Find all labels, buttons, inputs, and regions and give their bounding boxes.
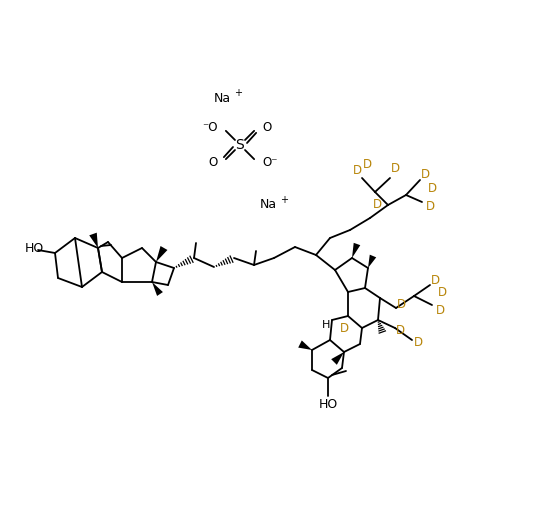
Text: D: D	[425, 199, 434, 213]
Text: S: S	[236, 138, 244, 152]
Polygon shape	[152, 282, 163, 296]
Polygon shape	[352, 243, 360, 258]
Polygon shape	[89, 232, 98, 248]
Text: D: D	[352, 164, 361, 177]
Text: +: +	[234, 88, 242, 98]
Text: D: D	[395, 325, 405, 338]
Text: H: H	[322, 320, 330, 330]
Text: D: D	[427, 181, 437, 195]
Polygon shape	[156, 246, 167, 262]
Text: D: D	[431, 274, 440, 287]
Text: D: D	[391, 161, 400, 175]
Text: O⁻: O⁻	[262, 156, 278, 169]
Polygon shape	[368, 255, 376, 268]
Text: D: D	[414, 337, 423, 349]
Text: HO: HO	[25, 241, 44, 255]
Text: Na: Na	[260, 198, 277, 211]
Text: D: D	[362, 157, 372, 170]
Polygon shape	[298, 340, 312, 350]
Text: O: O	[208, 156, 218, 169]
Text: D: D	[340, 321, 349, 335]
Text: D: D	[438, 287, 447, 299]
Text: HO: HO	[318, 398, 337, 410]
Text: D: D	[397, 298, 406, 310]
Text: O: O	[262, 122, 271, 134]
Text: ⁻O: ⁻O	[203, 122, 218, 134]
Text: Na: Na	[213, 92, 231, 105]
Text: D: D	[435, 304, 445, 317]
Text: D: D	[421, 168, 430, 181]
Text: +: +	[280, 195, 288, 205]
Polygon shape	[331, 352, 344, 365]
Text: D: D	[373, 197, 382, 210]
